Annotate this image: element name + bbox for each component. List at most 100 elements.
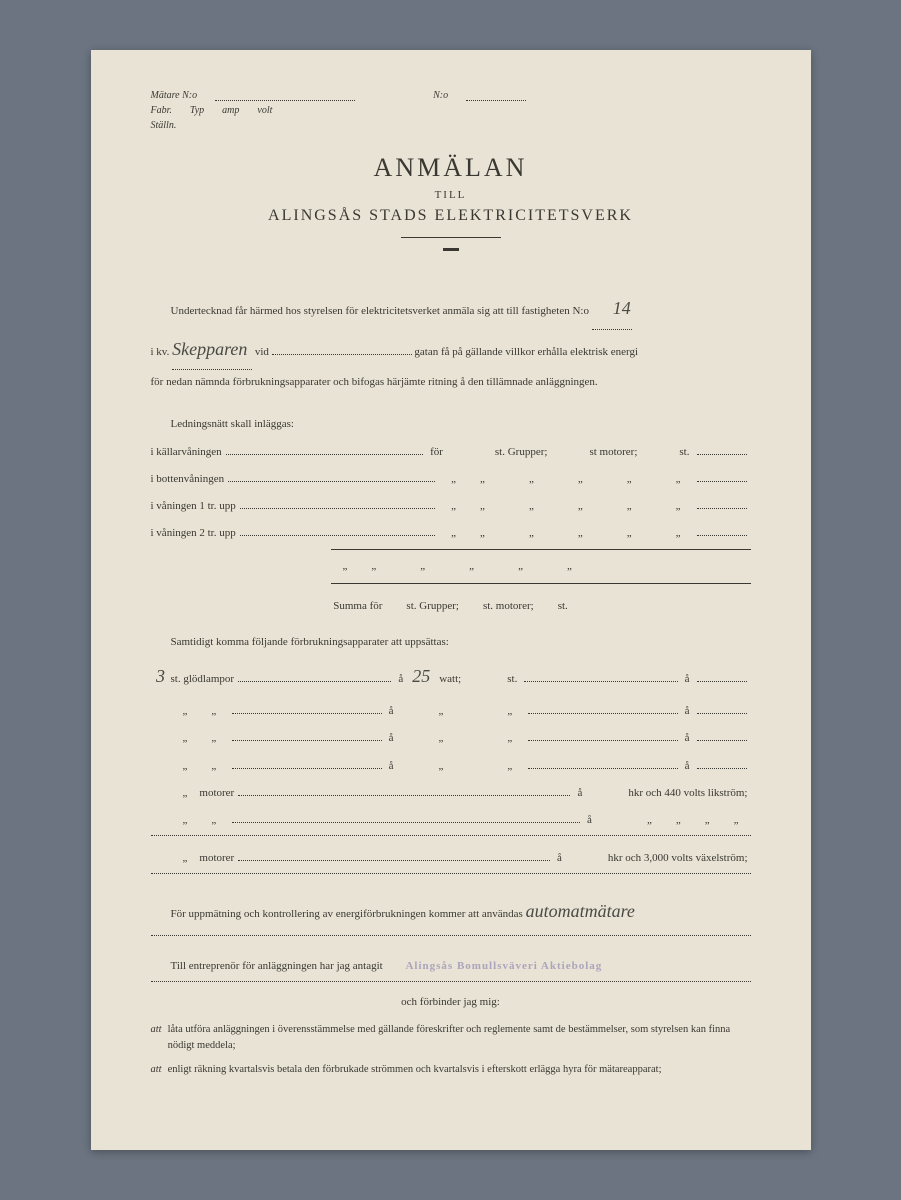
matare-label: Mätare N:o	[151, 90, 198, 101]
ditto: „	[497, 521, 566, 545]
ditto: „	[595, 521, 664, 545]
intro-vid: vid	[255, 346, 269, 358]
lednings-row-botten: i bottenvåningen „ „ „ „ „ „	[151, 467, 751, 491]
ditto: „	[595, 494, 664, 518]
ditto: „	[171, 726, 200, 750]
apparater-row-motorer-ditto: „ „ å „ „ „ „	[151, 808, 751, 832]
ditto: „	[427, 726, 456, 750]
dots	[528, 713, 677, 714]
att-label: att	[151, 1062, 162, 1078]
dots	[238, 681, 391, 682]
intro-kv-label: i kv.	[151, 346, 170, 358]
ditto: „	[468, 467, 497, 491]
summa-label: Summa för	[333, 600, 382, 612]
title-main: ANMÄLAN	[151, 153, 751, 183]
ditto: „	[199, 754, 228, 778]
ditto: „	[664, 521, 693, 545]
dots	[528, 768, 677, 769]
lednings-row-blank: „ „ „ „ „ „	[151, 554, 751, 578]
blank-dotted-line	[151, 835, 751, 836]
grupper-label: st. Grupper;	[492, 440, 551, 464]
title-sub: TILL	[151, 189, 751, 201]
title-rule	[401, 237, 501, 238]
motorer-label: motorer	[199, 781, 234, 805]
ditto: „	[664, 467, 693, 491]
apparater-row-motorer-440: „ motorer å hkr och 440 volts likström;	[151, 781, 751, 805]
typ-label: Typ	[190, 105, 204, 116]
a-label: å	[386, 754, 397, 778]
summa-grupper: st. Grupper;	[406, 600, 459, 612]
partial-rule-2	[331, 583, 751, 584]
ditto: „	[171, 781, 200, 805]
row-dots-end	[697, 481, 747, 482]
row-dots	[228, 481, 435, 482]
a-label: å	[574, 781, 585, 805]
commitment-text: enligt räkning kvartalsvis betala den fö…	[168, 1062, 662, 1078]
row-label: i våningen 2 tr. upp	[151, 521, 236, 545]
dots	[232, 740, 381, 741]
ditto: „	[331, 554, 360, 578]
row-label: i källarvåningen	[151, 440, 222, 464]
fastighet-no: 14	[592, 289, 632, 330]
commitment-text: låta utföra anläggningen i överensstämme…	[168, 1022, 751, 1054]
header-block: Mätare N:o N:o Fabr. Typ amp volt Ställn…	[151, 90, 751, 131]
dots	[232, 768, 381, 769]
a-label: å	[682, 726, 693, 750]
row-dots-end	[697, 535, 747, 536]
matare-field	[215, 90, 355, 101]
a-label: å	[395, 667, 406, 691]
commitments-section: att låta utföra anläggningen i överensst…	[151, 1022, 751, 1077]
dots-end	[697, 768, 747, 769]
amp-label: amp	[222, 105, 239, 116]
lednings-row-kallar: i källarvåningen för st. Grupper; st mot…	[151, 440, 751, 464]
ditto: „	[427, 699, 456, 723]
volt-label: volt	[257, 105, 272, 116]
ditto: „	[457, 554, 486, 578]
row-dots-end	[697, 508, 747, 509]
qty1: 3	[151, 657, 171, 697]
a-label: å	[682, 699, 693, 723]
ditto: „	[171, 699, 200, 723]
st-label: st.	[676, 440, 692, 464]
st-label: st.	[504, 667, 520, 691]
a-label: å	[554, 846, 565, 870]
summa-row: Summa för st. Grupper; st. motorer; st.	[151, 600, 751, 612]
a-label: å	[682, 667, 693, 691]
ditto: „	[722, 808, 751, 832]
dots	[238, 795, 570, 796]
motorer-label: motorer	[199, 846, 234, 870]
ditto: „	[693, 808, 722, 832]
ditto: „	[497, 467, 566, 491]
row-dots-end	[697, 454, 747, 455]
document-page: Mätare N:o N:o Fabr. Typ amp volt Ställn…	[91, 50, 811, 1150]
ditto: „	[468, 494, 497, 518]
summa-motorer: st. motorer;	[483, 600, 534, 612]
apparater-heading: Samtidigt komma följande förbrukningsapp…	[151, 630, 751, 654]
lednings-section: Ledningsnätt skall inläggas: i källarvån…	[151, 412, 751, 583]
ditto: „	[439, 494, 468, 518]
kv-value: Skepparen	[172, 330, 252, 371]
gatan-field	[272, 354, 412, 355]
ditto: „	[635, 808, 664, 832]
ditto: „	[388, 554, 457, 578]
row-label: i våningen 1 tr. upp	[151, 494, 236, 518]
measurement-value: automatmätare	[526, 901, 635, 921]
apparater-section: Samtidigt komma följande förbrukningsapp…	[151, 630, 751, 875]
summa-st: st.	[558, 600, 568, 612]
contractor-section: Till entreprenör för anläggningen har ja…	[151, 954, 751, 1014]
row-dots	[226, 454, 423, 455]
apparater-row-3: „ „ å „ „ å	[151, 726, 751, 750]
dots	[232, 822, 580, 823]
dots	[232, 713, 381, 714]
ditto: „	[664, 808, 693, 832]
commitment-1: att låta utföra anläggningen i överensst…	[151, 1022, 751, 1054]
intro-paragraph: Undertecknad får härmed hos styrelsen fö…	[151, 289, 751, 394]
no-field	[466, 90, 526, 101]
intro-gatan: gatan få på gällande villkor erhålla ele…	[414, 346, 638, 358]
ditto: „	[468, 521, 497, 545]
a-label: å	[584, 808, 595, 832]
att-label: att	[151, 1022, 162, 1054]
ditto: „	[486, 554, 555, 578]
ditto: „	[566, 521, 595, 545]
row-dots	[240, 535, 435, 536]
